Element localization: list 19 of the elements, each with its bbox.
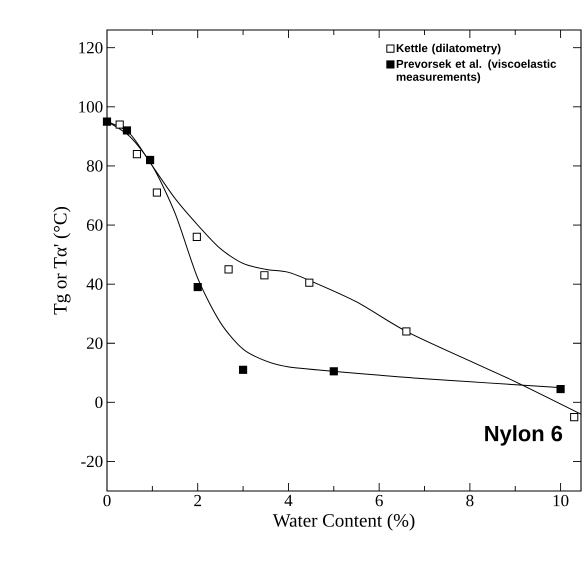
y-tick-label: 120	[79, 42, 102, 54]
x-axis-title: Water Content (%)	[272, 513, 414, 531]
y-tick-label: 0	[95, 396, 102, 408]
x-tick-label: 4	[284, 494, 292, 506]
y-tick-label: -20	[81, 456, 102, 468]
x-tick-label: 8	[466, 494, 474, 506]
y-tick-label: 100	[79, 101, 102, 113]
y-axis-title: Tg or Tα' (°C)	[53, 207, 71, 314]
legend-label: Prevorsek et al. (viscoelastic measurements)	[396, 60, 556, 84]
y-tick-label: 80	[86, 160, 102, 172]
x-tick-label: 10	[554, 494, 568, 506]
y-tick-label: 60	[86, 219, 102, 231]
x-tick-label: 6	[376, 494, 383, 506]
y-tick-label: 40	[86, 278, 102, 290]
x-tick-label: 0	[103, 494, 111, 506]
x-tick-label: 2	[194, 494, 202, 506]
annotation: Nylon 6	[485, 425, 562, 446]
legend-label: Kettle (dilatometry)	[396, 44, 500, 54]
y-tick-label: 20	[86, 338, 102, 349]
